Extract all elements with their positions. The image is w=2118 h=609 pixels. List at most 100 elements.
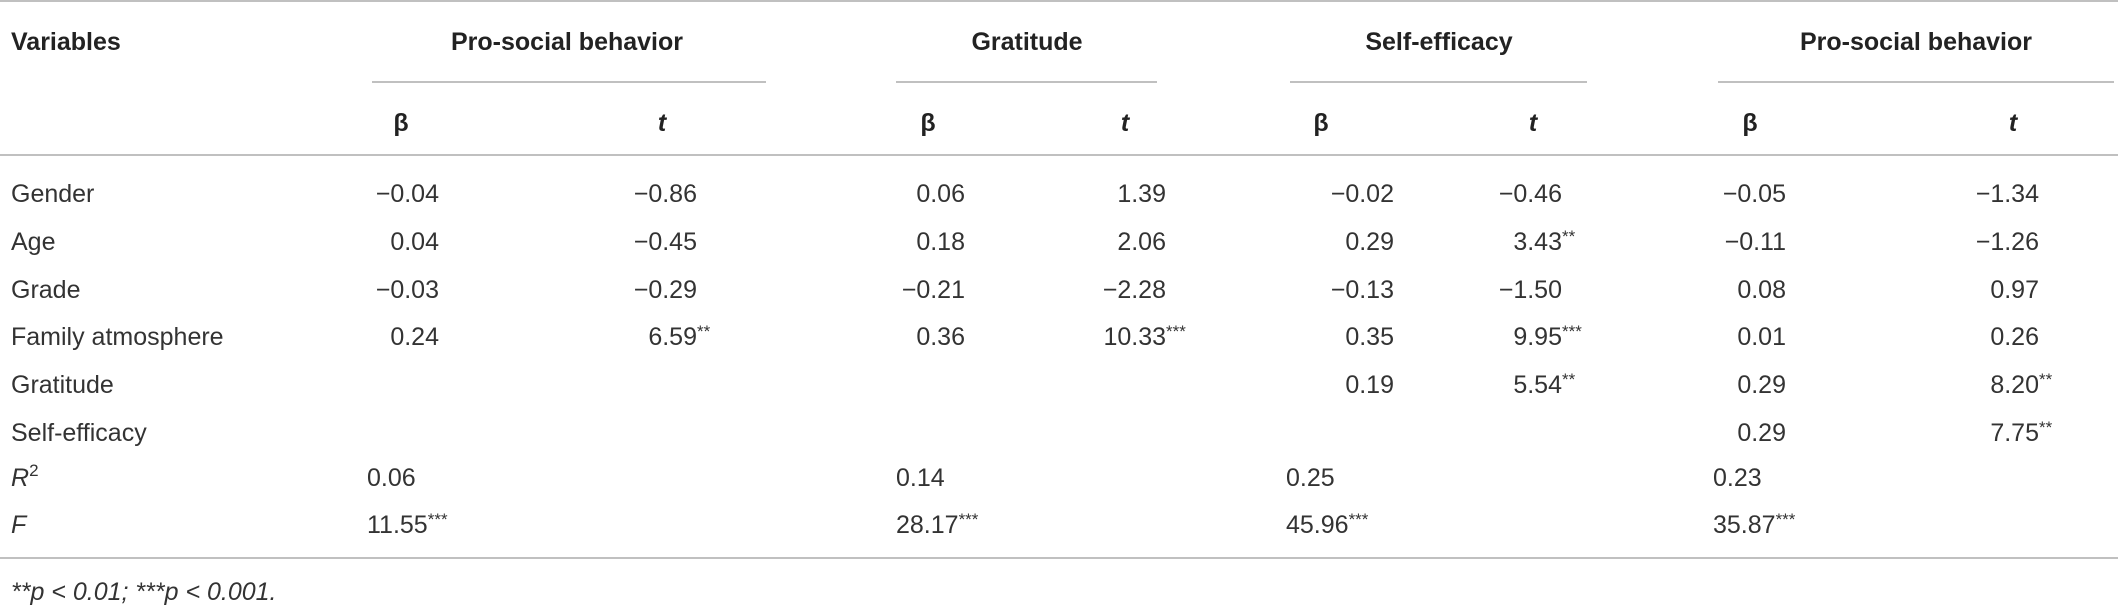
cell-value: 45.96: [1286, 511, 1349, 539]
row-label: Family atmosphere: [11, 323, 224, 351]
cell: −0.21: [902, 276, 965, 304]
subheader-beta: β: [393, 109, 408, 137]
cell-value: 0.18: [916, 228, 965, 256]
cell-value: −1.34: [1976, 180, 2039, 208]
label-main: R: [11, 464, 29, 492]
row-label: Gratitude: [11, 371, 114, 399]
significance: ***: [1166, 322, 1186, 341]
significance: ***: [959, 510, 979, 529]
subheader-t: t: [2009, 109, 2019, 137]
cell: 0.36: [916, 323, 965, 351]
cell: 6.59**: [648, 322, 710, 351]
cell: 0.01: [1737, 323, 1786, 351]
cell: 28.17***: [896, 510, 979, 539]
subheader-t: t: [1529, 109, 1539, 137]
cell: −1.50: [1499, 276, 1562, 304]
cell-value: −0.29: [634, 276, 697, 304]
cell-value: 0.19: [1345, 371, 1394, 399]
cell-value: 0.97: [1990, 276, 2039, 304]
significance: ***: [1776, 510, 1796, 529]
row-label: Self-efficacy: [11, 419, 147, 447]
cell-value: −0.13: [1331, 276, 1394, 304]
cell-value: 0.35: [1345, 323, 1394, 351]
row-label: Age: [11, 228, 55, 256]
cell: 9.95***: [1513, 322, 1582, 351]
cell-value: 0.24: [390, 323, 439, 351]
row-label: Grade: [11, 276, 80, 304]
significance: **: [1562, 227, 1576, 246]
cell: −0.29: [634, 276, 697, 304]
cell-value: 2.06: [1117, 228, 1166, 256]
cell: 0.19: [1345, 371, 1394, 399]
subheader-t: t: [658, 109, 668, 137]
row-label: Gender: [11, 180, 94, 208]
cell: −2.28: [1103, 276, 1166, 304]
cell: 0.08: [1737, 276, 1786, 304]
label-sup: 2: [29, 461, 38, 480]
cell: −0.46: [1499, 180, 1562, 208]
cell-value: 0.36: [916, 323, 965, 351]
cell-value: 35.87: [1713, 511, 1776, 539]
cell-value: 9.95: [1513, 323, 1562, 351]
cell: −1.34: [1976, 180, 2039, 208]
cell-value: −1.50: [1499, 276, 1562, 304]
cell: 0.23: [1713, 464, 1762, 492]
significance: ***: [1349, 510, 1369, 529]
header-variables: Variables: [11, 28, 121, 56]
cell: 0.04: [390, 228, 439, 256]
cell-value: 0.06: [367, 464, 416, 492]
group-header: Pro-social behavior: [451, 28, 683, 56]
cell: 0.25: [1286, 464, 1335, 492]
cell-value: 0.29: [1737, 371, 1786, 399]
cell: 0.24: [390, 323, 439, 351]
cell: 5.54**: [1513, 370, 1575, 399]
cell-value: 28.17: [896, 511, 959, 539]
cell: 0.26: [1990, 323, 2039, 351]
cell-value: −0.45: [634, 228, 697, 256]
cell: 1.39: [1117, 180, 1166, 208]
cell-value: −0.11: [1725, 228, 1786, 256]
cell: 2.06: [1117, 228, 1166, 256]
significance: **: [1562, 370, 1576, 389]
cell: 45.96***: [1286, 510, 1369, 539]
cell-value: 0.23: [1713, 464, 1762, 492]
cell-value: −1.26: [1976, 228, 2039, 256]
cell-value: 0.14: [896, 464, 945, 492]
cell: 0.29: [1737, 419, 1786, 447]
subheader-t: t: [1121, 109, 1131, 137]
subheader-beta: β: [1742, 109, 1757, 137]
cell: −1.26: [1976, 228, 2039, 256]
significance: ***: [428, 510, 448, 529]
significance: **: [697, 322, 711, 341]
cell: 8.20**: [1990, 370, 2052, 399]
cell: −0.04: [376, 180, 439, 208]
group-header: Self-efficacy: [1365, 28, 1512, 56]
cell: 0.97: [1990, 276, 2039, 304]
cell-value: 7.75: [1990, 419, 2039, 447]
significance: **: [2039, 370, 2053, 389]
cell-value: 3.43: [1513, 228, 1562, 256]
row-label: F: [11, 511, 28, 539]
cell-value: −0.02: [1331, 180, 1394, 208]
cell-value: 0.29: [1345, 228, 1394, 256]
cell: 35.87***: [1713, 510, 1796, 539]
cell-value: 0.26: [1990, 323, 2039, 351]
cell: 0.18: [916, 228, 965, 256]
cell: −0.45: [634, 228, 697, 256]
cell-value: −0.04: [376, 180, 439, 208]
cell-value: 0.06: [916, 180, 965, 208]
cell: −0.13: [1331, 276, 1394, 304]
cell: −0.03: [376, 276, 439, 304]
subheader-beta: β: [1313, 109, 1328, 137]
cell: 0.29: [1737, 371, 1786, 399]
cell: 0.06: [367, 464, 416, 492]
cell-value: −0.86: [634, 180, 697, 208]
cell-value: 0.25: [1286, 464, 1335, 492]
cell-value: 8.20: [1990, 371, 2039, 399]
cell-value: 10.33: [1103, 323, 1166, 351]
cell-value: 0.04: [390, 228, 439, 256]
cell: 10.33***: [1103, 322, 1186, 351]
cell-value: −0.46: [1499, 180, 1562, 208]
cell: −0.02: [1331, 180, 1394, 208]
cell-value: 11.55: [367, 511, 428, 539]
